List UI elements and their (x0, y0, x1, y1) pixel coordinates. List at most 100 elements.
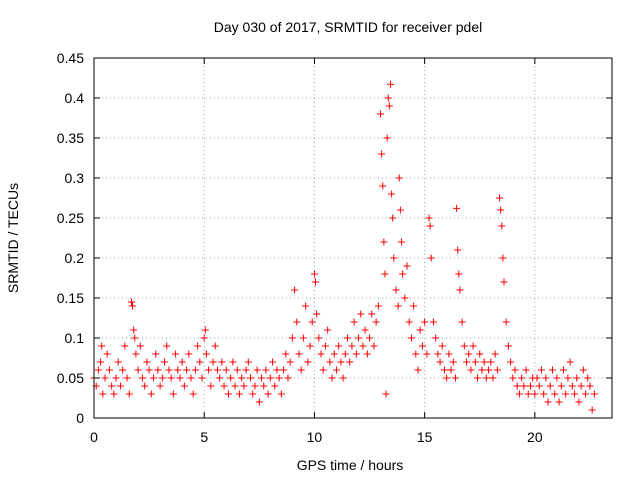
data-point (542, 374, 550, 382)
data-point (147, 390, 155, 398)
data-point (218, 358, 226, 366)
data-point (504, 342, 512, 350)
data-point (108, 382, 116, 390)
data-point (480, 358, 488, 366)
data-point (343, 334, 351, 342)
data-point (275, 374, 283, 382)
data-point (515, 390, 523, 398)
data-point (187, 374, 195, 382)
data-point (429, 318, 437, 326)
data-point (97, 358, 105, 366)
data-point (493, 366, 501, 374)
data-point (103, 350, 111, 358)
data-point (121, 342, 129, 350)
x-tick-label: 0 (90, 429, 98, 445)
data-point (544, 398, 552, 406)
data-point (339, 374, 347, 382)
data-point (326, 358, 334, 366)
data-point (183, 366, 191, 374)
data-point (399, 270, 407, 278)
data-point (165, 366, 173, 374)
data-point (380, 238, 388, 246)
data-point (524, 390, 532, 398)
y-tick-label: 0.15 (57, 290, 84, 306)
data-point (284, 374, 292, 382)
data-point (174, 366, 182, 374)
data-point (553, 374, 561, 382)
data-point (266, 374, 274, 382)
data-point (388, 190, 396, 198)
data-point (224, 390, 232, 398)
data-point (172, 350, 180, 358)
grid-layer (94, 58, 612, 418)
data-point (253, 366, 261, 374)
data-point (498, 222, 506, 230)
data-point (158, 374, 166, 382)
data-point (240, 382, 248, 390)
data-point (374, 302, 382, 310)
x-tick-label: 20 (527, 429, 543, 445)
data-point (511, 366, 519, 374)
data-point (297, 366, 305, 374)
data-point (458, 318, 466, 326)
data-point (520, 382, 528, 390)
data-point (134, 366, 142, 374)
data-point (105, 366, 113, 374)
data-point (291, 286, 299, 294)
data-point (191, 366, 199, 374)
data-point (233, 366, 241, 374)
data-point (499, 254, 507, 262)
data-point (436, 358, 444, 366)
data-point (176, 374, 184, 382)
data-point (348, 342, 356, 350)
data-point (418, 342, 426, 350)
plot-frame (93, 57, 613, 419)
y-tick-label: 0.3 (65, 170, 85, 186)
data-point (438, 342, 446, 350)
data-point (337, 358, 345, 366)
y-tick-label: 0.05 (57, 370, 84, 386)
data-point (368, 310, 376, 318)
data-point (306, 342, 314, 350)
data-point (427, 254, 435, 262)
y-tick-label: 0.2 (65, 250, 85, 266)
data-point (260, 382, 268, 390)
data-point (540, 390, 548, 398)
data-point (131, 334, 139, 342)
data-point (513, 382, 521, 390)
y-tick-label: 0.45 (57, 50, 84, 66)
data-point (582, 390, 590, 398)
data-point (189, 390, 197, 398)
data-point (555, 398, 563, 406)
data-point (396, 206, 404, 214)
data-point (407, 334, 415, 342)
data-point (161, 358, 169, 366)
y-axis-label: SRMTID / TECUs (5, 183, 21, 293)
data-point (471, 358, 479, 366)
data-point (280, 366, 288, 374)
data-point (453, 204, 461, 212)
data-point (313, 310, 321, 318)
data-point (454, 246, 462, 254)
data-point (200, 334, 208, 342)
data-point (385, 102, 393, 110)
data-point (262, 366, 270, 374)
data-point (564, 374, 572, 382)
data-point (395, 174, 403, 182)
data-point (414, 366, 422, 374)
data-point (114, 358, 122, 366)
data-point (588, 406, 596, 414)
x-tick-label: 10 (307, 429, 323, 445)
data-point (378, 150, 386, 158)
data-point (94, 366, 102, 374)
data-point (211, 342, 219, 350)
data-point (231, 382, 239, 390)
data-point (522, 366, 530, 374)
data-point (352, 350, 360, 358)
data-point (295, 350, 303, 358)
data-point (282, 350, 290, 358)
data-point (584, 374, 592, 382)
data-point (575, 398, 583, 406)
data-point (507, 358, 515, 366)
data-point (456, 286, 464, 294)
